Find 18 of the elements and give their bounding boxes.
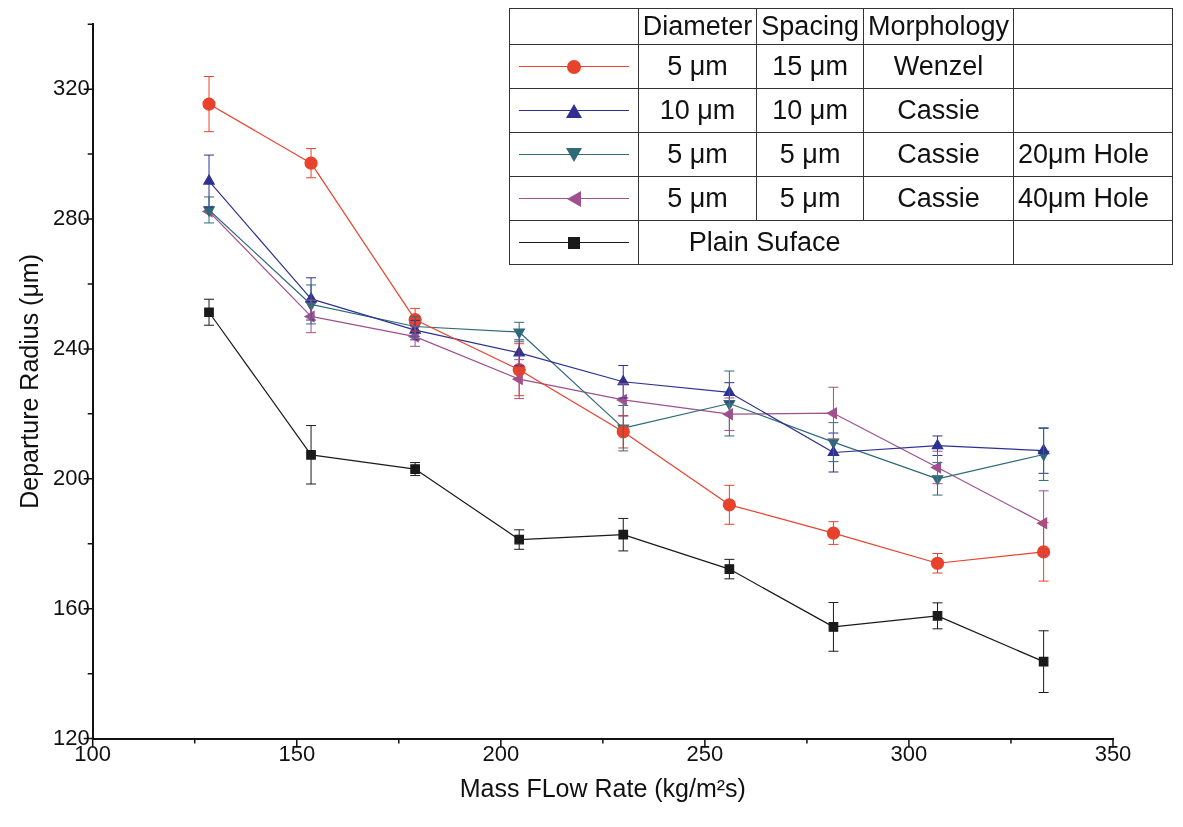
legend-title: Diameter Spacing Morphology xyxy=(641,10,1010,43)
x-tick-label: 300 xyxy=(890,740,928,766)
x-axis-title: Mass FLow Rate (kg/m²s) xyxy=(459,773,746,802)
text: 5 μm 5 μm Cassie 20μm Hole xyxy=(667,139,1150,169)
legend-label: Plain Suface xyxy=(638,220,1014,265)
y-tick-label: 280 xyxy=(52,205,90,231)
y-tick-label: 200 xyxy=(52,464,90,490)
text: 10 μm 10 μm Cassie xyxy=(659,95,980,125)
text: 5 μm 15 μm Wenzel xyxy=(667,51,984,81)
text: 5 μm 5 μm Cassie 40μm Hole xyxy=(667,183,1150,213)
x-tick-label: 250 xyxy=(686,740,724,766)
x-tick-label: 150 xyxy=(278,740,316,766)
x-tick-label: 200 xyxy=(482,740,520,766)
y-axis-title: Departure Radius (μm) xyxy=(14,254,43,509)
y-tick-label: 320 xyxy=(52,75,90,101)
x-tick-label: 350 xyxy=(1094,740,1132,766)
y-tick-label: 240 xyxy=(52,334,90,360)
y-tick-label: 160 xyxy=(52,594,90,620)
